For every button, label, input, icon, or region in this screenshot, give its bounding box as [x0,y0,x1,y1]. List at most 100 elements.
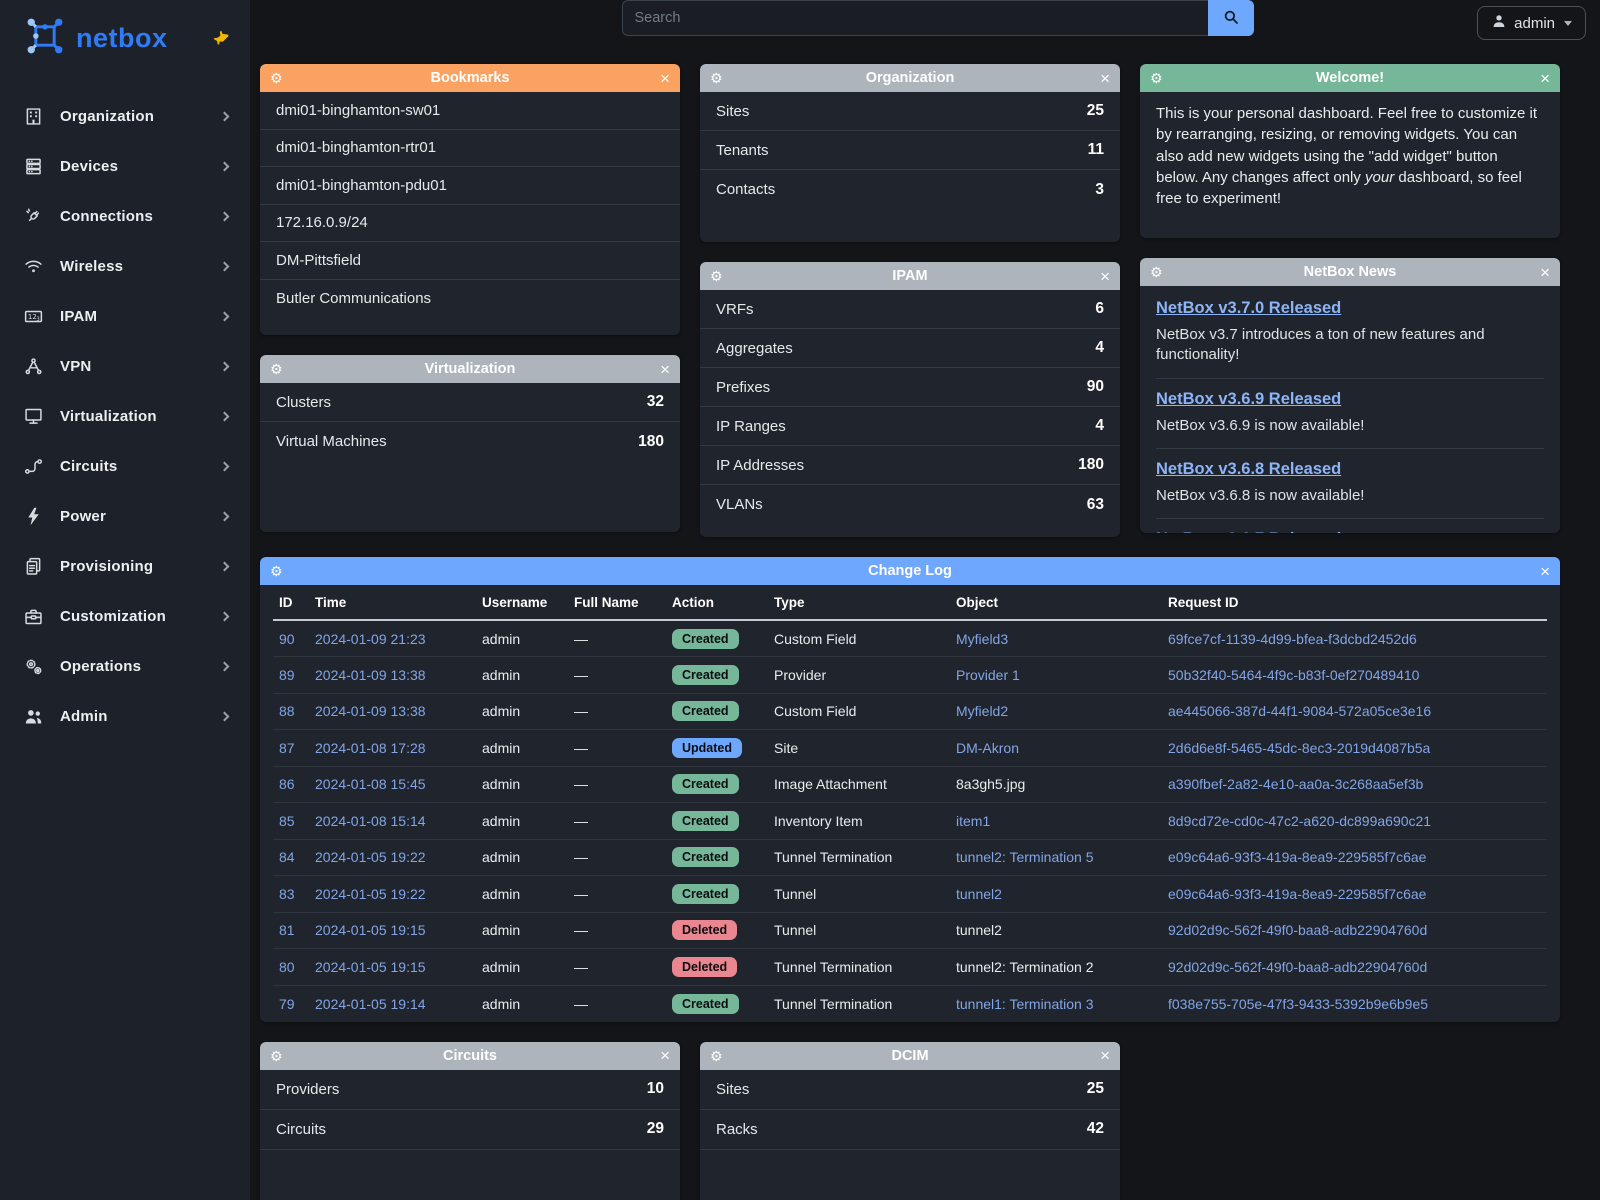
stat-row[interactable]: Circuits 29 [260,1110,680,1150]
request-id-link[interactable]: e09c64a6-93f3-419a-8ea9-229585f7c6ae [1168,849,1427,866]
widget-close-icon[interactable]: × [660,1046,670,1065]
change-id-link[interactable]: 81 [279,922,295,939]
change-time-link[interactable]: 2024-01-05 19:15 [315,958,426,975]
bookmark-item[interactable]: dmi01-binghamton-sw01 [260,92,680,130]
change-time-link[interactable]: 2024-01-09 13:38 [315,703,426,720]
brand-name[interactable]: netbox [76,23,168,53]
user-menu-button[interactable]: admin [1477,6,1586,40]
widget-config-icon[interactable]: ⚙ [710,70,723,86]
stat-row[interactable]: Virtual Machines 180 [260,422,680,461]
request-id-link[interactable]: 2d6d6e8f-5465-45dc-8ec3-2019d4087b5a [1168,739,1431,756]
stat-row[interactable]: Contacts 3 [700,170,1120,209]
change-id-link[interactable]: 89 [279,666,295,683]
widget-config-icon[interactable]: ⚙ [270,1047,283,1064]
bookmark-item[interactable]: Butler Communications [276,289,432,307]
change-time-link[interactable]: 2024-01-05 19:15 [315,922,426,939]
widget-config-icon[interactable]: ⚙ [270,361,283,377]
stat-row[interactable]: Clusters 32 [260,383,680,422]
object-link[interactable]: tunnel2 [956,885,1002,902]
widget-close-icon[interactable]: × [1100,1046,1110,1065]
change-id-link[interactable]: 87 [279,739,295,756]
news-link[interactable]: NetBox v3.6.7 Released [1156,530,1341,533]
request-id-link[interactable]: e09c64a6-93f3-419a-8ea9-229585f7c6ae [1168,885,1427,902]
sidebar-item-customization[interactable]: Customization [0,591,250,641]
object-link[interactable]: tunnel1: Termination 3 [956,995,1094,1012]
sidebar-item-connections[interactable]: Connections [0,191,250,241]
change-time-link[interactable]: 2024-01-05 19:14 [315,995,426,1012]
change-id-link[interactable]: 88 [279,703,295,720]
bookmark-item[interactable]: DM-Pittsfield [260,242,680,280]
widget-close-icon[interactable]: × [1540,262,1550,282]
stat-row[interactable]: Sites 25 [700,92,1120,131]
change-time-link[interactable]: 2024-01-05 19:22 [315,849,426,866]
widget-close-icon[interactable]: × [1540,561,1550,581]
object-link[interactable]: Myfield3 [956,630,1009,647]
change-time-link[interactable]: 2024-01-08 15:14 [315,812,426,829]
sidebar-item-organization[interactable]: Organization [0,91,250,141]
widget-config-icon[interactable]: ⚙ [710,268,723,284]
change-id-link[interactable]: 90 [279,630,295,647]
object-link[interactable]: tunnel2: Termination 5 [956,849,1094,866]
pin-sidebar-icon[interactable] [211,27,230,51]
sidebar-item-power[interactable]: Power [0,491,250,541]
request-id-link[interactable]: 50b32f40-5464-4f9c-b83f-0ef270489410 [1168,666,1420,683]
change-id-link[interactable]: 86 [279,776,295,793]
change-id-link[interactable]: 83 [279,885,295,902]
widget-close-icon[interactable]: × [1100,68,1110,88]
request-id-link[interactable]: 92d02d9c-562f-49f0-baa8-adb22904760d [1168,922,1428,939]
bookmark-item[interactable]: 172.16.0.9/24 [260,205,680,242]
stat-row[interactable]: Aggregates 4 [700,329,1120,368]
news-link[interactable]: NetBox v3.6.8 Released [1156,459,1342,478]
widget-config-icon[interactable]: ⚙ [1150,70,1163,86]
stat-row[interactable]: Tenants 11 [700,131,1120,170]
sidebar-item-circuits[interactable]: Circuits [0,441,250,491]
change-id-link[interactable]: 79 [279,995,295,1012]
bookmark-item[interactable]: dmi01-binghamton-pdu01 [260,167,680,205]
sidebar-item-virtualization[interactable]: Virtualization [0,391,250,441]
widget-close-icon[interactable]: × [660,359,670,379]
request-id-link[interactable]: f038e755-705e-47f3-9433-5392b9e6b9e5 [1168,995,1429,1012]
stat-row[interactable]: Providers 10 [260,1070,680,1110]
stat-row[interactable]: IP Addresses 180 [700,446,1120,485]
request-id-link[interactable]: ae445066-387d-44f1-9084-572a05ce3e16 [1168,703,1432,720]
widget-config-icon[interactable]: ⚙ [270,70,283,86]
stat-row[interactable]: Racks 42 [700,1110,1120,1150]
stat-row[interactable]: Prefixes 90 [700,368,1120,407]
netbox-logo-icon[interactable] [22,14,68,63]
sidebar-item-ipam[interactable]: 12 3 IPAM [0,291,250,341]
news-link[interactable]: NetBox v3.6.9 Released [1156,389,1342,408]
change-id-link[interactable]: 84 [279,849,295,866]
sidebar-item-wireless[interactable]: Wireless [0,241,250,291]
sidebar-item-operations[interactable]: Operations [0,641,250,691]
object-link[interactable]: DM-Akron [956,739,1020,756]
stat-row[interactable]: VRFs 6 [700,290,1120,329]
change-id-link[interactable]: 85 [279,812,295,829]
sidebar-item-provisioning[interactable]: Provisioning [0,541,250,591]
news-link[interactable]: NetBox v3.7.0 Released [1156,299,1342,317]
object-link[interactable]: item1 [956,812,991,829]
change-time-link[interactable]: 2024-01-08 17:28 [315,739,426,756]
object-link[interactable]: Myfield2 [956,703,1009,720]
widget-close-icon[interactable]: × [1100,266,1110,286]
sidebar-item-devices[interactable]: Devices [0,141,250,191]
search-input[interactable] [621,0,1208,36]
widget-config-icon[interactable]: ⚙ [270,563,283,579]
request-id-link[interactable]: 69fce7cf-1139-4d99-bfea-f3dcbd2452d6 [1168,630,1417,647]
widget-close-icon[interactable]: × [660,68,670,88]
widget-config-icon[interactable]: ⚙ [710,1047,723,1064]
widget-close-icon[interactable]: × [1540,68,1550,88]
change-id-link[interactable]: 80 [279,958,295,975]
stat-row[interactable]: IP Ranges 4 [700,407,1120,446]
change-time-link[interactable]: 2024-01-05 19:22 [315,885,426,902]
sidebar-item-vpn[interactable]: VPN [0,341,250,391]
sidebar-item-admin[interactable]: Admin [0,691,250,741]
request-id-link[interactable]: 92d02d9c-562f-49f0-baa8-adb22904760d [1168,958,1428,975]
search-button[interactable] [1207,0,1254,36]
stat-row[interactable]: VLANs 63 [700,485,1120,524]
change-time-link[interactable]: 2024-01-09 21:23 [315,630,426,647]
change-time-link[interactable]: 2024-01-08 15:45 [315,776,426,793]
object-link[interactable]: Provider 1 [956,666,1020,683]
widget-config-icon[interactable]: ⚙ [1150,264,1163,280]
bookmark-item[interactable]: dmi01-binghamton-rtr01 [260,130,680,167]
request-id-link[interactable]: a390fbef-2a82-4e10-aa0a-3c268aa5ef3b [1168,776,1424,793]
